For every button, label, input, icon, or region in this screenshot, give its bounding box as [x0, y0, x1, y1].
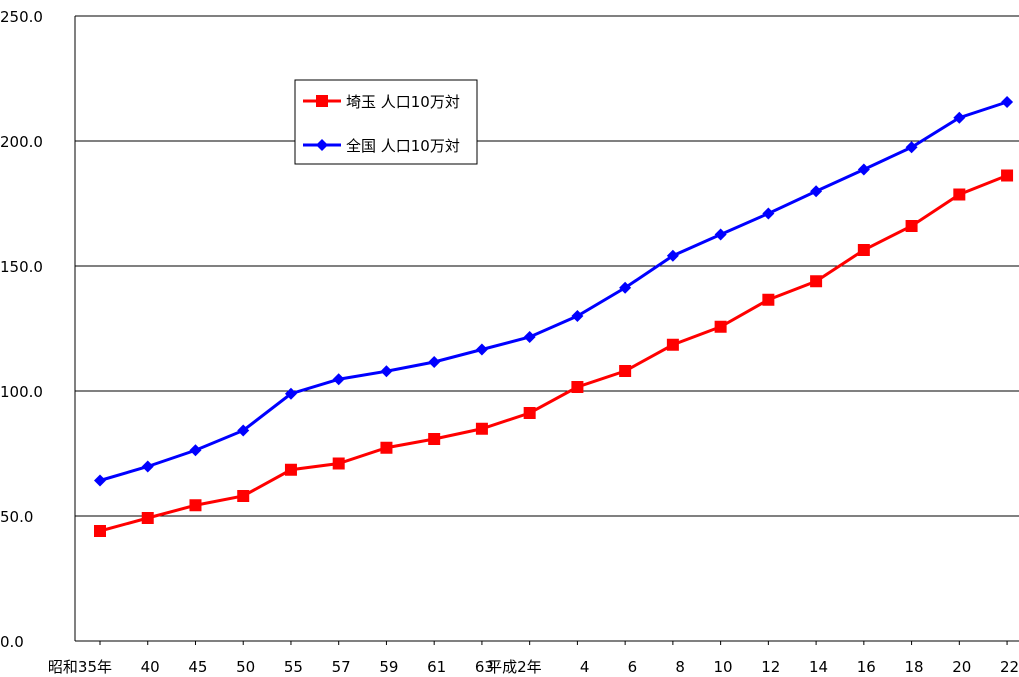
legend: 埼玉 人口10万対 全国 人口10万対: [294, 79, 478, 165]
data-point: [1001, 169, 1014, 182]
data-point: [714, 320, 727, 333]
data-point: [428, 433, 441, 445]
x-tick-label: 12: [761, 658, 780, 676]
x-tick-label: 45: [188, 658, 207, 676]
data-point: [810, 185, 823, 198]
legend-label-saitama: 埼玉 人口10万対: [346, 93, 460, 111]
x-tick-label: 57: [332, 658, 351, 676]
x-tick-label: 20: [952, 658, 971, 676]
data-point: [619, 281, 632, 294]
data-point: [762, 207, 775, 220]
y-tick-label: 150.0: [0, 258, 43, 276]
x-tick-label: 平成2年: [487, 658, 542, 676]
data-point: [237, 424, 250, 437]
data-point: [380, 441, 393, 454]
legend-label-zenkoku: 全国 人口10万対: [346, 137, 460, 155]
data-point: [857, 163, 870, 176]
data-point: [762, 293, 775, 306]
data-point: [571, 310, 584, 322]
data-point: [571, 381, 584, 393]
x-tick-label: 16: [857, 658, 876, 676]
x-tick-label: 59: [379, 658, 398, 676]
data-point: [619, 365, 632, 377]
data-point: [141, 460, 154, 473]
data-point: [475, 422, 488, 435]
data-point: [189, 499, 202, 512]
y-tick-label: 250.0: [0, 8, 43, 26]
legend-marker-saitama: [316, 95, 328, 107]
x-tick-label: 14: [809, 658, 828, 676]
data-point: [428, 356, 441, 368]
y-tick-label: 100.0: [0, 383, 43, 401]
data-point: [953, 188, 966, 201]
data-point: [475, 343, 488, 356]
data-point: [714, 228, 727, 241]
data-point: [523, 331, 536, 343]
data-point: [284, 387, 297, 400]
series-lines: [94, 96, 1014, 537]
data-point: [953, 111, 966, 124]
gridlines: [75, 15, 1019, 517]
x-tick-label: 61: [427, 658, 446, 676]
x-tick-label: 8: [675, 658, 685, 676]
data-point: [94, 474, 106, 487]
data-point: [1001, 96, 1014, 108]
data-point: [189, 444, 202, 457]
x-tick-label: 18: [904, 658, 923, 676]
data-point: [380, 365, 393, 378]
y-tick-label: 200.0: [0, 133, 43, 151]
x-tick-label: 昭和35年: [48, 658, 112, 676]
data-point: [141, 512, 154, 524]
data-point: [284, 463, 297, 476]
data-point: [666, 249, 679, 262]
data-point: [810, 275, 823, 288]
data-point: [332, 457, 345, 470]
y-tick-label: 0.0: [0, 633, 24, 651]
data-point: [905, 220, 918, 232]
data-point: [905, 141, 918, 154]
series-line: [99, 174, 1008, 533]
x-tick-label: 40: [141, 658, 160, 676]
x-tick-label: 6: [628, 658, 638, 676]
series-line: [99, 100, 1008, 482]
data-point: [94, 525, 106, 537]
x-tick-label: 63: [475, 658, 494, 676]
data-point: [237, 490, 250, 502]
data-point: [857, 244, 870, 256]
legend-marker-zenkoku: [316, 139, 328, 151]
data-point: [332, 373, 345, 386]
x-tick-label: 10: [714, 658, 733, 676]
x-tick-label: 22: [1000, 658, 1019, 676]
data-point: [523, 407, 536, 419]
legend-box: [294, 79, 478, 165]
series-0: [94, 169, 1014, 537]
series-1: [94, 96, 1014, 487]
y-axis-tick-labels: 0.0 50.0 100.0 150.0 200.0 250.0: [0, 8, 43, 651]
data-point: [666, 338, 679, 351]
x-tick-label: 50: [236, 658, 255, 676]
y-tick-label: 50.0: [0, 508, 33, 526]
x-tick-label: 4: [580, 658, 590, 676]
x-tick-label: 55: [284, 658, 303, 676]
